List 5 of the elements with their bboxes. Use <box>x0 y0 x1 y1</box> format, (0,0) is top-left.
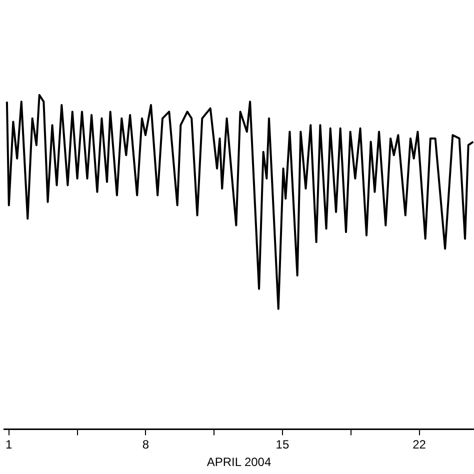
x-axis-title: APRIL 2004 <box>206 455 272 470</box>
x-tick-label: 15 <box>276 438 290 452</box>
x-tick-label: 1 <box>6 438 13 452</box>
x-tick-label: 22 <box>412 438 426 452</box>
x-tick-label: 8 <box>142 438 150 452</box>
